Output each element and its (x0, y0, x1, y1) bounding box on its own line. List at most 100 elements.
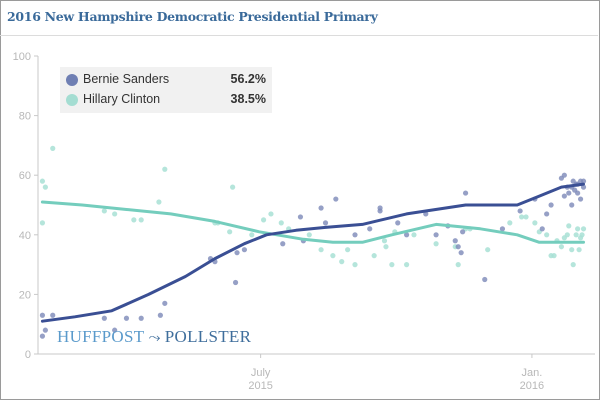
data-point-clinton (156, 199, 162, 205)
legend-item-sanders[interactable]: Bernie Sanders 56.2% (66, 71, 266, 89)
data-point-clinton (455, 262, 461, 268)
y-tick-label: 80 (19, 111, 31, 123)
data-point-clinton (532, 220, 538, 226)
data-point-sanders (39, 333, 46, 339)
data-point-sanders (462, 190, 469, 196)
data-point-clinton (268, 211, 274, 217)
data-point-clinton (345, 247, 351, 253)
logo-pollster: POLLSTER (164, 327, 252, 346)
data-point-clinton (39, 220, 46, 226)
data-point-clinton (575, 226, 581, 232)
data-point-sanders (452, 238, 458, 244)
data-point-clinton (573, 232, 579, 238)
legend: Bernie Sanders 56.2% Hillary Clinton 38.… (60, 67, 272, 113)
data-point-clinton (389, 262, 395, 268)
trend-line-sanders (40, 182, 585, 323)
data-point-clinton (383, 244, 389, 250)
legend-label: Bernie Sanders (83, 72, 170, 86)
data-point-clinton (306, 232, 312, 238)
data-point-clinton (580, 226, 587, 232)
data-point-clinton (551, 253, 557, 259)
data-point-clinton (558, 244, 565, 250)
data-point-clinton (564, 232, 570, 238)
data-point-sanders (570, 178, 576, 184)
data-point-sanders (499, 226, 506, 232)
data-point-clinton (576, 247, 582, 253)
data-point-sanders (50, 312, 56, 318)
data-point-sanders (377, 205, 383, 211)
data-point-sanders (162, 300, 168, 306)
data-point-clinton (371, 253, 377, 259)
legend-label: Hillary Clinton (83, 92, 161, 106)
chart-title: 2016 New Hampshire Democratic Presidenti… (7, 9, 378, 24)
data-point-sanders (395, 220, 401, 226)
data-point-sanders (241, 247, 248, 253)
data-point-sanders (548, 202, 554, 208)
legend-item-clinton[interactable]: Hillary Clinton 38.5% (66, 91, 266, 109)
data-point-sanders (352, 232, 358, 238)
data-point-sanders (433, 232, 439, 238)
y-tick-label: 100 (13, 51, 31, 63)
data-point-sanders (455, 244, 461, 250)
data-point-clinton (523, 214, 529, 220)
data-point-sanders (575, 190, 581, 196)
data-point-clinton (330, 253, 336, 259)
data-point-clinton (411, 232, 417, 238)
data-point-clinton (569, 247, 575, 253)
data-point-sanders (322, 220, 329, 226)
data-point-sanders (566, 190, 572, 196)
data-point-sanders (232, 279, 239, 286)
data-point-clinton (112, 211, 118, 217)
y-tick-label: 20 (19, 289, 31, 301)
data-point-sanders (539, 226, 545, 232)
logo-huffpost: HUFFPOST (57, 327, 145, 346)
data-point-sanders (561, 193, 567, 199)
data-point-sanders (561, 172, 567, 178)
data-point-sanders (280, 241, 286, 247)
huffpost-pollster-logo: HUFFPOST ⤳ POLLSTER (57, 327, 251, 347)
legend-value: 38.5% (230, 92, 266, 106)
data-point-clinton (50, 145, 56, 151)
data-point-clinton (544, 232, 550, 238)
data-point-sanders (580, 184, 587, 190)
legend-value: 56.2% (230, 72, 266, 86)
data-point-sanders (577, 196, 584, 202)
data-point-clinton (519, 214, 525, 220)
data-point-clinton (352, 262, 358, 268)
data-point-clinton (507, 220, 513, 226)
trend-line-clinton (40, 200, 585, 244)
data-point-sanders (297, 214, 304, 220)
data-point-sanders (42, 327, 48, 333)
data-point-sanders (157, 312, 163, 318)
data-point-clinton (131, 217, 137, 223)
data-point-sanders (333, 196, 339, 202)
data-point-sanders (138, 315, 144, 321)
data-point-sanders (101, 315, 107, 321)
data-point-sanders (403, 232, 410, 238)
data-point-clinton (566, 223, 572, 229)
x-tick-label: 2016 (520, 380, 544, 392)
data-point-clinton (570, 262, 576, 268)
data-point-clinton (138, 217, 144, 223)
logo-swoosh-icon: ⤳ (148, 330, 161, 346)
data-point-clinton (230, 184, 236, 190)
x-tick-label: July (251, 367, 271, 379)
data-point-clinton (227, 229, 233, 235)
y-tick-label: 60 (19, 170, 31, 182)
legend-swatch-sanders (66, 74, 78, 86)
data-point-sanders (39, 312, 46, 318)
trend-lines (40, 182, 585, 323)
data-point-clinton (278, 220, 284, 226)
data-point-clinton (249, 232, 255, 238)
data-point-clinton (403, 262, 410, 268)
data-point-sanders (458, 250, 464, 256)
data-point-clinton (579, 232, 585, 238)
data-point-clinton (485, 247, 491, 253)
data-point-sanders (569, 202, 575, 208)
data-point-clinton (381, 238, 388, 244)
data-point-clinton (42, 184, 48, 190)
y-tick-label: 40 (19, 230, 31, 242)
